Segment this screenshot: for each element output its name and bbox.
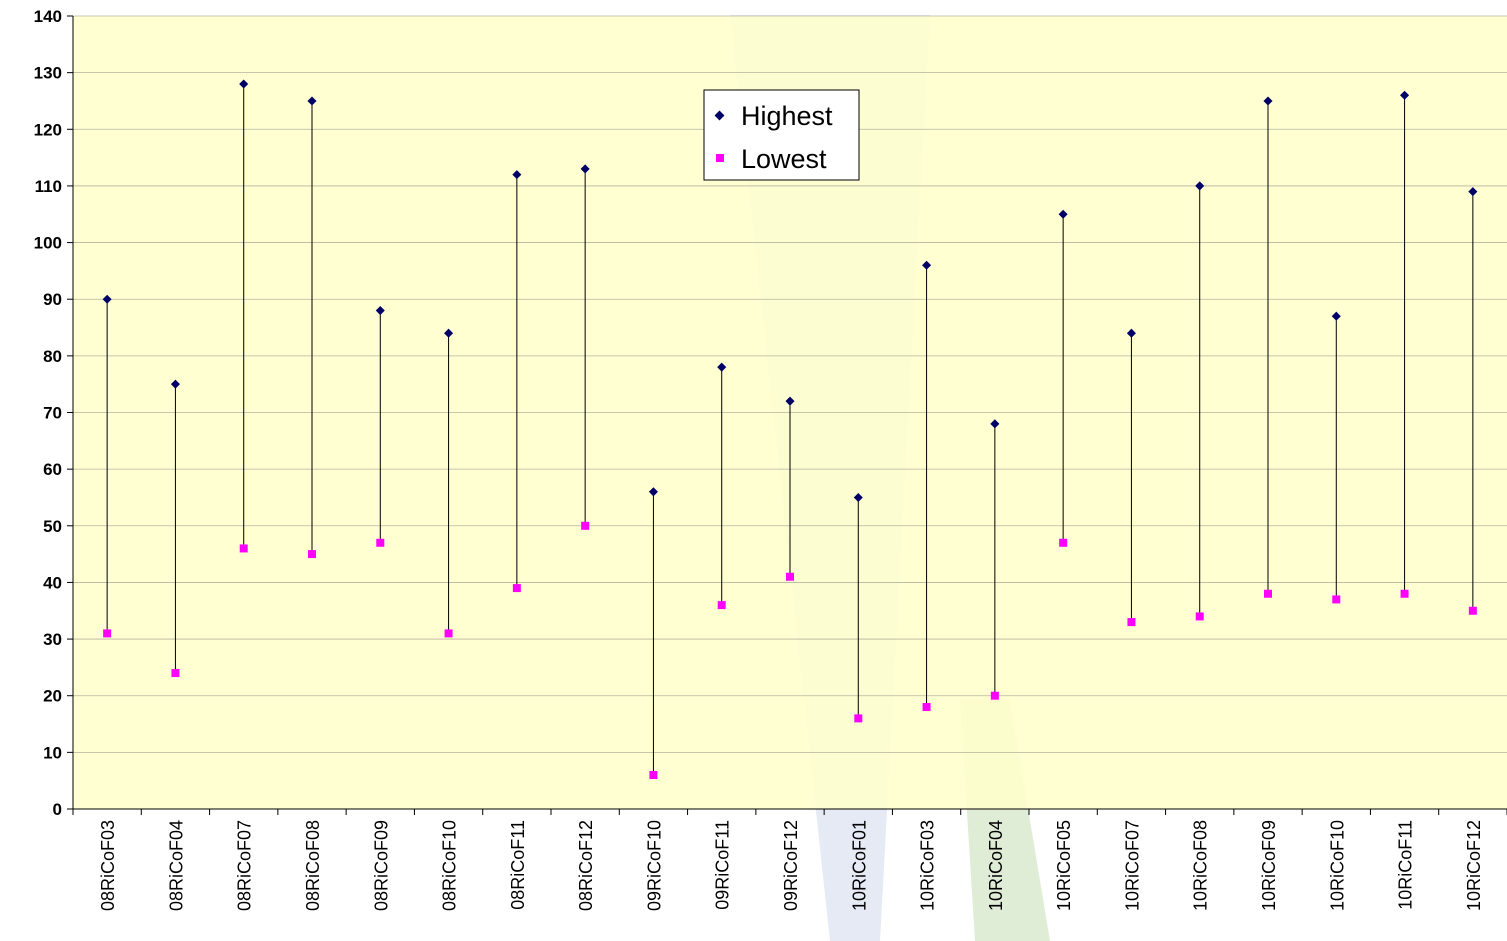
x-tick-label: 08RiCoF11 — [508, 820, 528, 910]
y-tick-label: 90 — [43, 290, 62, 309]
y-tick-label: 100 — [34, 234, 62, 253]
x-tick-label: 10RiCoF01 — [849, 820, 869, 911]
x-tick-label: 10RiCoF12 — [1464, 820, 1484, 911]
x-tick-label: 08RiCoF12 — [576, 820, 596, 911]
y-tick-label: 50 — [43, 517, 62, 536]
highest-point — [512, 170, 522, 180]
lowest-point — [854, 714, 863, 723]
highest-point — [648, 487, 658, 497]
highest-point — [170, 379, 180, 389]
x-tick-label: 08RiCoF10 — [440, 820, 460, 911]
lowest-point — [581, 521, 590, 530]
range-lines — [106, 83, 1474, 776]
y-tick-label: 0 — [53, 800, 62, 819]
x-tick-label: 10RiCoF08 — [1191, 820, 1211, 911]
lowest-point — [1127, 618, 1136, 627]
lowest-point — [1059, 538, 1068, 547]
lowest-point — [308, 550, 316, 559]
x-tick-label: 10RiCoF05 — [1054, 820, 1074, 911]
y-axis-ticks: 0 10 20 30 40 50 60 70 80 90 100 110 120 130 140 — [34, 7, 73, 819]
y-tick-label: 30 — [43, 630, 62, 649]
lowest-point — [1468, 606, 1477, 615]
lowest-point — [171, 669, 180, 678]
x-tick-label: 08RiCoF03 — [98, 820, 118, 911]
x-axis-ticks: 08RiCoF03 08RiCoF04 08RiCoF07 08RiCoF08 08Ri… — [72, 809, 1507, 911]
lowest-point — [239, 544, 248, 553]
x-tick-label: 10RiCoF07 — [1122, 820, 1142, 911]
y-tick-label: 20 — [43, 687, 62, 706]
x-tick-label: 08RiCoF08 — [303, 820, 323, 911]
lowest-point — [1264, 589, 1272, 598]
legend-highest-marker — [714, 110, 725, 121]
y-tick-label: 120 — [34, 120, 62, 139]
y-tick-label: 130 — [34, 64, 62, 83]
lowest-point — [786, 572, 794, 581]
x-tick-label: 09RiCoF12 — [781, 820, 801, 911]
highest-point — [717, 362, 727, 372]
highest-point — [102, 294, 112, 304]
legend: Highest Lowest — [703, 89, 860, 181]
highest-point — [239, 79, 249, 89]
y-tick-label: 110 — [35, 177, 62, 196]
legend-lowest-marker — [716, 154, 724, 162]
y-tick-label: 60 — [43, 460, 62, 479]
legend-highest-label: Highest — [741, 101, 833, 131]
x-tick-label: 10RiCoF11 — [1396, 820, 1416, 910]
legend-lowest-label: Lowest — [741, 144, 827, 174]
x-tick-label: 09RiCoF11 — [713, 820, 733, 910]
lowest-point — [1195, 612, 1204, 621]
lowest-point — [103, 629, 112, 638]
y-tick-label: 10 — [43, 743, 62, 762]
lowest-point — [1332, 595, 1341, 604]
lowest-point — [649, 771, 658, 780]
highest-point — [785, 396, 795, 406]
lowest-point — [990, 691, 999, 700]
y-tick-label: 80 — [43, 347, 62, 366]
x-tick-label: 09RiCoF10 — [644, 820, 664, 911]
y-tick-label: 140 — [34, 7, 62, 26]
x-tick-label: 08RiCoF04 — [166, 820, 186, 911]
lowest-point — [444, 629, 453, 638]
lowest-point — [717, 601, 726, 610]
x-tick-label: 10RiCoF10 — [1327, 820, 1347, 911]
lowest-point — [376, 538, 385, 547]
lowest-markers — [103, 521, 1477, 780]
lowest-point — [512, 584, 521, 593]
x-tick-label: 10RiCoF09 — [1259, 820, 1279, 911]
lowest-point — [1400, 589, 1409, 598]
x-tick-label: 10RiCoF03 — [918, 820, 938, 911]
y-tick-label: 70 — [43, 404, 62, 423]
highest-point — [990, 419, 1000, 429]
legend-box — [703, 89, 860, 181]
y-tick-label: 40 — [43, 573, 62, 592]
x-tick-label: 08RiCoF07 — [235, 820, 255, 911]
lowest-point — [922, 703, 931, 712]
x-tick-label: 08RiCoF09 — [371, 820, 391, 911]
x-tick-label: 10RiCoF04 — [986, 820, 1006, 911]
